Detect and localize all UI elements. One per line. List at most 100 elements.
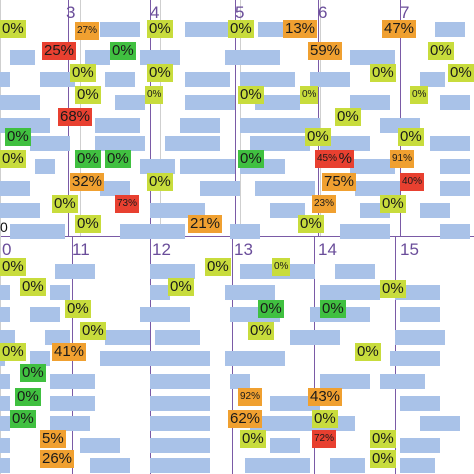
day-label: 4 xyxy=(150,3,160,22)
schedule-bar xyxy=(395,330,445,345)
schedule-bar xyxy=(440,224,470,239)
schedule-bar xyxy=(0,458,10,473)
schedule-bar xyxy=(250,136,310,151)
schedule-bar xyxy=(50,374,95,389)
schedule-bar xyxy=(0,95,40,110)
schedule-bar xyxy=(155,224,185,239)
schedule-bar xyxy=(150,203,205,218)
schedule-bar xyxy=(440,159,470,174)
schedule-bar xyxy=(420,72,445,87)
percent-cell: 0% xyxy=(410,86,429,104)
percent-cell: 0% xyxy=(75,86,101,104)
percent-cell: 45% xyxy=(315,150,340,168)
percent-cell: 0% xyxy=(147,64,173,82)
schedule-bar xyxy=(185,22,230,37)
schedule-bar xyxy=(115,95,145,110)
day-label: 15 xyxy=(400,240,419,259)
schedule-bar xyxy=(420,203,450,218)
schedule-bar xyxy=(35,159,55,174)
percent-cell: 0% xyxy=(228,20,254,38)
schedule-bar xyxy=(40,224,65,239)
percent-cell: 0% xyxy=(75,150,101,168)
day-label: 13 xyxy=(234,240,253,259)
schedule-bar xyxy=(105,72,135,87)
percent-cell: 91% xyxy=(390,150,415,168)
day-label: 3 xyxy=(66,3,76,22)
day-label: 11 xyxy=(72,240,90,259)
schedule-bar xyxy=(240,72,295,87)
schedule-bar xyxy=(430,136,470,151)
schedule-bar xyxy=(400,307,440,322)
schedule-bar xyxy=(380,374,425,389)
schedule-bar xyxy=(0,330,15,345)
schedule-bar xyxy=(30,351,50,366)
schedule-bar xyxy=(255,181,315,196)
percent-cell: 75% xyxy=(322,173,357,191)
grid-line xyxy=(160,0,161,236)
percent-cell: 0% xyxy=(20,364,46,382)
schedule-bar xyxy=(310,72,350,87)
schedule-bar xyxy=(150,438,210,453)
percent-cell: 0% xyxy=(0,150,26,168)
schedule-bar xyxy=(400,458,435,473)
percent-cell: 0% xyxy=(0,258,26,276)
percent-cell: 0% xyxy=(145,86,164,104)
schedule-bar xyxy=(10,224,40,239)
percent-cell: 0% xyxy=(398,128,424,146)
schedule-bar xyxy=(290,264,315,279)
percent-cell: 62% xyxy=(228,410,263,428)
percent-cell: 0% xyxy=(147,20,173,38)
schedule-bar xyxy=(0,181,30,196)
percent-cell: 72% xyxy=(312,430,337,448)
percent-cell: 26% xyxy=(40,450,75,468)
schedule-bar xyxy=(320,136,370,151)
percent-cell: 0% xyxy=(80,322,106,340)
percent-cell: 59% xyxy=(308,42,343,60)
day-label: 14 xyxy=(318,240,337,259)
day-divider-line xyxy=(314,236,315,474)
day-label: 0 xyxy=(2,240,12,259)
schedule-bar xyxy=(335,264,375,279)
percent-cell: 41% xyxy=(52,343,87,361)
schedule-bar xyxy=(0,374,10,389)
schedule-bar xyxy=(225,285,275,300)
schedule-bar xyxy=(150,351,210,366)
percent-cell: 0% xyxy=(312,410,338,428)
schedule-bar xyxy=(0,307,10,322)
day-label: 12 xyxy=(152,240,171,259)
schedule-bar xyxy=(245,458,310,473)
schedule-bar xyxy=(150,458,210,473)
percent-cell: 0% xyxy=(370,64,396,82)
percent-cell: 73% xyxy=(115,195,140,213)
schedule-bar xyxy=(55,264,95,279)
percent-cell: 0% xyxy=(370,430,396,448)
percent-cell: 0% xyxy=(0,343,26,361)
schedule-bar xyxy=(140,50,180,65)
percent-cell: 0% xyxy=(52,195,78,213)
percent-cell: 47% xyxy=(382,20,417,38)
percent-cell: 0% xyxy=(300,86,319,104)
schedule-bar xyxy=(0,72,10,87)
schedule-bar xyxy=(400,396,440,411)
grid-line xyxy=(320,0,321,236)
schedule-bar xyxy=(270,438,300,453)
schedule-bar xyxy=(420,416,460,431)
schedule-bar xyxy=(0,285,10,300)
schedule-bar xyxy=(0,203,40,218)
schedule-bar xyxy=(185,72,230,87)
schedule-bar xyxy=(40,72,75,87)
schedule-bar xyxy=(80,438,120,453)
schedule-bar xyxy=(230,374,250,389)
day-divider-line xyxy=(150,0,151,236)
percent-cell: 0% xyxy=(335,108,361,126)
day-divider-line xyxy=(235,0,236,236)
percent-cell: 0% xyxy=(258,300,284,318)
percent-cell: 0% xyxy=(298,215,324,233)
schedule-bar xyxy=(355,181,400,196)
percent-cell: 0% xyxy=(10,410,36,428)
schedule-bar xyxy=(50,416,90,431)
schedule-bar xyxy=(140,159,175,174)
percent-cell: 0% xyxy=(110,42,136,60)
schedule-bar xyxy=(50,285,70,300)
